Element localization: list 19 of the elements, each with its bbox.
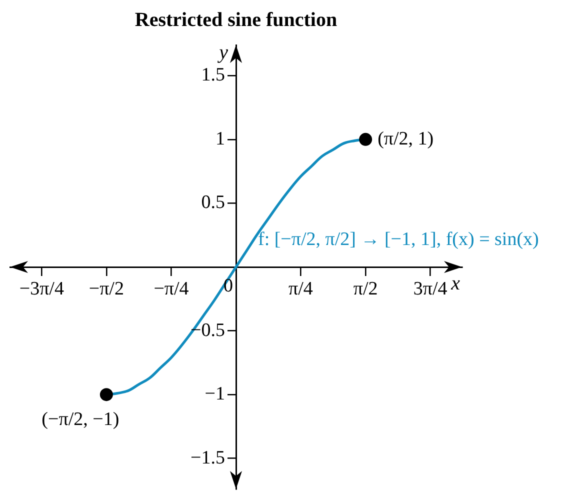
annotation: (−π/2, −1) <box>42 409 120 430</box>
y-tick-label: 1 <box>216 128 225 150</box>
x-tick-label: −π/2 <box>88 278 124 300</box>
x-tick-label: 0 <box>224 275 233 296</box>
y-tick-label: −0.5 <box>190 320 225 341</box>
x-axis-title: x <box>450 272 460 294</box>
x-tick-label: 3π/4 <box>413 278 448 300</box>
chart-title: Restricted sine function <box>134 9 338 32</box>
x-tick-label: −π/4 <box>154 278 190 300</box>
y-tick-label: −1.5 <box>190 447 225 468</box>
y-axis-title: y <box>217 41 228 64</box>
y-tick-label: −1 <box>204 384 225 405</box>
annotation: (π/2, 1) <box>378 128 434 150</box>
series-label: f: [−π/2, π/2] → [−1, 1], f(x) = sin(x) <box>258 228 539 250</box>
y-tick-label: 1.5 <box>201 64 225 86</box>
x-tick-label: π/4 <box>288 278 314 300</box>
x-tick-label: π/2 <box>353 278 378 300</box>
y-tick-label: 0.5 <box>201 192 225 214</box>
x-tick-label: −3π/4 <box>19 278 64 300</box>
